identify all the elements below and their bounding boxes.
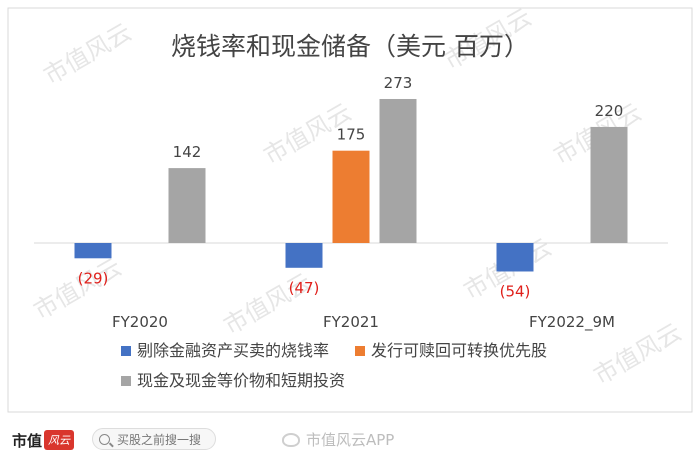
bar-3-FY2020 <box>168 168 206 243</box>
data-label: (47) <box>289 279 320 297</box>
bar-3-FY2022_9M <box>590 126 628 243</box>
legend-swatch <box>121 346 131 356</box>
bars-layer <box>74 98 628 272</box>
legend-label: 发行可赎回可转换优先股 <box>371 341 547 360</box>
weibo-watermark: 市值风云APP <box>282 429 394 450</box>
bar-3-FY2021 <box>379 98 417 244</box>
data-label: (29) <box>78 269 109 287</box>
category-label: FY2020 <box>112 313 168 331</box>
search-icon <box>99 433 110 445</box>
search-placeholder: 买股之前搜一搜 <box>117 432 202 447</box>
data-label: 175 <box>337 126 366 144</box>
data-label: 220 <box>595 102 624 120</box>
legend-label: 剔除金融资产买卖的烧钱率 <box>137 341 329 360</box>
category-label: FY2022_9M <box>529 313 615 332</box>
search-box[interactable]: 买股之前搜一搜 <box>92 428 216 450</box>
legend-swatch <box>355 346 365 356</box>
chart-area: 市值风云市值风云市值风云市值风云市值风云市值风云市值风云市值风云 烧钱率和现金储… <box>7 2 693 413</box>
bar-1-FY2020 <box>74 243 112 259</box>
bar-1-FY2022_9M <box>496 243 534 272</box>
bar-2-FY2021 <box>332 150 370 243</box>
brand-name: 市值 <box>12 431 43 450</box>
legend-swatch <box>121 376 131 386</box>
bar-1-FY2021 <box>285 243 323 268</box>
brand-logo[interactable]: 市值 风云 <box>12 429 75 451</box>
data-label: 142 <box>173 143 202 161</box>
legend-label: 现金及现金等价物和短期投资 <box>137 371 345 390</box>
footer-bar: 市值 风云 买股之前搜一搜 市值风云APP <box>0 420 700 461</box>
category-labels-layer: FY2020 FY2021 FY2022_9M <box>112 313 615 332</box>
data-label: 273 <box>384 74 413 92</box>
brand-badge: 风云 <box>44 430 75 450</box>
data-labels-layer: (29) (47) (54) 175 142 273 220 <box>78 74 624 300</box>
weibo-text: 市值风云APP <box>306 431 395 449</box>
chart-title: 烧钱率和现金储备（美元 百万） <box>171 32 529 61</box>
weibo-icon <box>282 432 300 447</box>
data-label: (54) <box>500 282 531 300</box>
category-label: FY2021 <box>323 313 379 331</box>
